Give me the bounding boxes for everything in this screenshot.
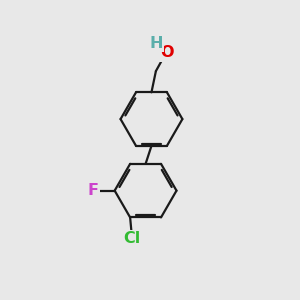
Text: F: F xyxy=(88,183,99,198)
Text: O: O xyxy=(160,45,174,60)
Text: Cl: Cl xyxy=(123,231,140,246)
Text: H: H xyxy=(149,36,163,51)
